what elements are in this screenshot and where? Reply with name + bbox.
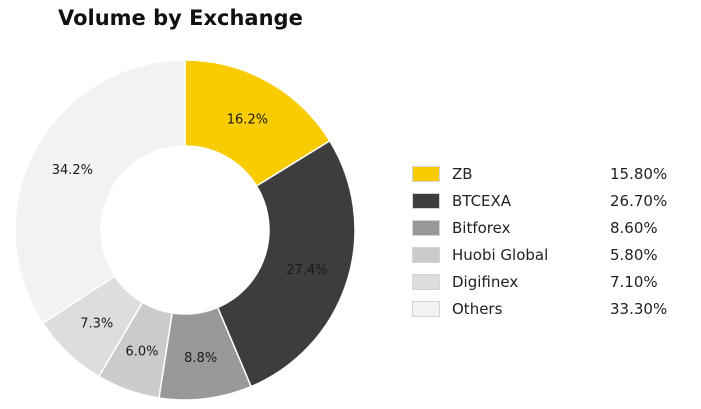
slice-value-label: 7.3%	[80, 317, 113, 332]
legend-value: 8.60%	[610, 218, 658, 237]
legend-item: Huobi Global 5.80%	[412, 241, 682, 268]
legend-value: 33.30%	[610, 299, 668, 318]
legend-label: Digifinex	[452, 272, 519, 291]
legend-label: Bitforex	[452, 218, 511, 237]
legend-label: ZB	[452, 164, 473, 183]
slice-value-label: 8.8%	[184, 351, 217, 366]
donut-chart: 16.2% 27.4% 8.8% 6.0% 7.3% 34.2%	[14, 59, 356, 401]
legend-item: BTCEXA 26.70%	[412, 187, 682, 214]
slice-value-label: 16.2%	[227, 112, 268, 127]
legend-swatch	[412, 273, 440, 290]
legend-item: Others 33.30%	[412, 295, 682, 322]
legend-item: Bitforex 8.60%	[412, 214, 682, 241]
chart-title: Volume by Exchange	[58, 6, 303, 30]
slice-value-label: 6.0%	[125, 345, 158, 360]
slice-value-label: 27.4%	[286, 263, 327, 278]
legend-swatch	[412, 192, 440, 209]
legend-swatch	[412, 219, 440, 236]
legend-item: Digifinex 7.10%	[412, 268, 682, 295]
legend-value: 7.10%	[610, 272, 658, 291]
legend-swatch	[412, 300, 440, 317]
legend-label: Others	[452, 299, 503, 318]
legend-value: 26.70%	[610, 191, 668, 210]
chart-legend: ZB 15.80% BTCEXA 26.70% Bitforex 8.60% Huobi G…	[412, 160, 682, 322]
legend-item: ZB 15.80%	[412, 160, 682, 187]
legend-value: 5.80%	[610, 245, 658, 264]
legend-value: 15.80%	[610, 164, 668, 183]
donut-slice-btcexa	[216, 139, 356, 388]
donut-slice-others	[14, 59, 186, 325]
slice-value-label: 34.2%	[52, 163, 93, 178]
legend-swatch	[412, 165, 440, 182]
legend-label: Huobi Global	[452, 245, 549, 264]
legend-swatch	[412, 246, 440, 263]
legend-label: BTCEXA	[452, 191, 512, 210]
